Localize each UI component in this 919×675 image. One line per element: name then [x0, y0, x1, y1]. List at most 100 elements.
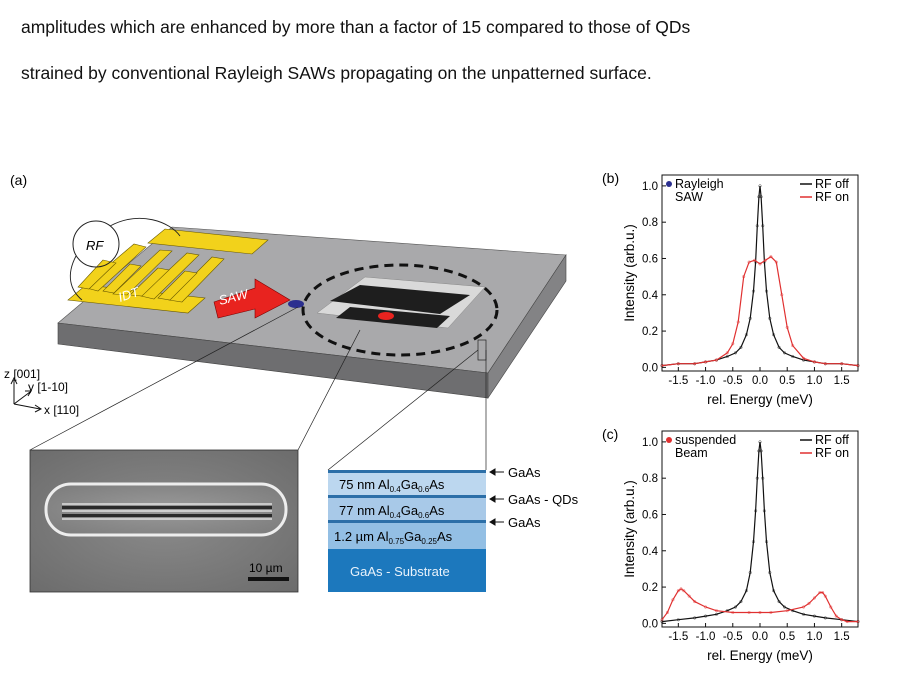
scale-bar-label: 10 µm	[249, 561, 283, 575]
chart-panel-c: (c) -1.5 -1.0 -0.5 0.0 0.5 1.0 1.5 0.0 0.2 0.4 0.6 0…	[602, 426, 860, 663]
saw-arrow-icon	[213, 278, 291, 319]
data-point	[821, 590, 825, 595]
data-point	[768, 571, 772, 575]
y-axis-label: Intensity (arb.u.)	[622, 224, 637, 322]
data-point	[725, 354, 729, 359]
x-tick-label: 0.5	[779, 375, 795, 387]
data-point	[780, 293, 784, 297]
rf-label: RF	[86, 238, 104, 253]
data-point	[676, 362, 680, 366]
data-point	[739, 600, 743, 604]
data-point	[758, 184, 762, 188]
y-tick-label: 0.4	[642, 290, 659, 302]
data-point	[823, 362, 827, 366]
layer-1-label: 75 nm Al0.4Ga0.6As	[339, 477, 445, 494]
data-point	[757, 449, 761, 453]
data-point	[731, 342, 735, 346]
panel-a-label: (a)	[10, 172, 27, 188]
zoom-line-right-1	[327, 349, 479, 471]
data-point	[676, 618, 680, 622]
data-point	[764, 540, 769, 544]
x-tick-label: 0.5	[779, 631, 795, 643]
data-point	[725, 351, 729, 355]
data-point	[751, 289, 756, 293]
data-point	[744, 589, 748, 593]
x-tick-label: -1.5	[668, 375, 688, 387]
x-tick-label: -1.5	[668, 631, 688, 643]
data-point	[785, 609, 789, 613]
sample-marker-icon	[666, 437, 672, 443]
data-point	[774, 260, 778, 264]
device-side-face	[487, 254, 567, 399]
y-axis-label: Intensity (arb.u.)	[622, 480, 637, 578]
data-point	[704, 614, 708, 618]
data-point	[739, 345, 743, 349]
data-point	[693, 616, 697, 620]
data-point	[856, 620, 860, 624]
data-point	[782, 351, 787, 355]
sample-marker-icon	[666, 181, 672, 187]
idt-label: IDT	[116, 284, 142, 305]
data-point	[772, 333, 776, 337]
y-tick-label: 0.6	[642, 509, 658, 521]
data-point	[755, 224, 759, 228]
layer-2-label: 77 nm Al0.4Ga0.6As	[339, 503, 445, 520]
series-line-rf-off	[661, 441, 859, 623]
x-axis-label: rel. Energy (meV)	[707, 648, 813, 663]
data-point	[812, 614, 816, 618]
coordinate-axes	[10, 376, 42, 413]
data-point	[744, 333, 748, 337]
legend-label: RF off	[815, 433, 849, 447]
data-point	[802, 356, 806, 360]
annotation-text: Beam	[675, 446, 708, 460]
y-tick-label: 0.0	[642, 362, 658, 374]
panel-label: (c)	[602, 426, 618, 442]
data-point	[704, 605, 708, 609]
data-point	[704, 360, 708, 364]
axis-x-label: x [110]	[44, 403, 79, 417]
x-tick-label: -0.5	[723, 631, 743, 643]
x-tick-label: -1.0	[696, 375, 716, 387]
zoom-line-left-1	[29, 306, 299, 451]
y-tick-label: 0.2	[642, 326, 658, 338]
y-tick-label: 0.2	[642, 582, 658, 594]
data-point	[758, 610, 762, 615]
y-tick-label: 0.6	[642, 253, 658, 265]
annotation-text: SAW	[675, 190, 703, 204]
x-axis-label: rel. Energy (meV)	[707, 392, 813, 407]
idt-transducer	[67, 228, 269, 314]
x-tick-label: 1.5	[834, 631, 850, 643]
saw-label: SAW	[217, 286, 251, 308]
data-point	[759, 195, 763, 199]
chart-panel-b: (b) -1.5 -1.0 -0.5 0.0 0.5 1.0 1.5 0.0 0.2 0.4 0.6 0…	[602, 170, 860, 407]
legend-label: RF off	[815, 177, 849, 191]
data-point	[759, 449, 763, 453]
data-point	[660, 618, 664, 622]
body-text-line-2: strained by conventional Rayleigh SAWs p…	[21, 63, 652, 83]
arrow-label-gaas-qds: GaAs - QDs	[508, 492, 579, 507]
layer-arrows	[489, 468, 504, 526]
rf-wire-bottom	[69, 255, 83, 301]
data-point	[671, 598, 675, 602]
data-point	[733, 351, 738, 355]
data-point	[802, 612, 806, 616]
suspended-beam-region	[301, 263, 499, 357]
data-point	[823, 594, 827, 598]
data-point	[733, 605, 738, 609]
data-point	[777, 345, 781, 349]
y-tick-label: 1.0	[642, 181, 658, 193]
scale-bar	[248, 577, 289, 581]
data-point	[714, 358, 718, 362]
legend-label: RF on	[815, 446, 849, 460]
y-tick-label: 0.8	[642, 473, 658, 485]
data-point	[761, 224, 765, 228]
data-point	[747, 610, 751, 615]
axis-z-label: z [001]	[4, 367, 40, 381]
arrow-label-gaas-top: GaAs	[508, 465, 541, 480]
data-point	[758, 440, 762, 444]
data-point	[772, 589, 776, 593]
data-point	[791, 344, 795, 348]
data-point	[768, 316, 772, 320]
data-point	[802, 605, 806, 609]
